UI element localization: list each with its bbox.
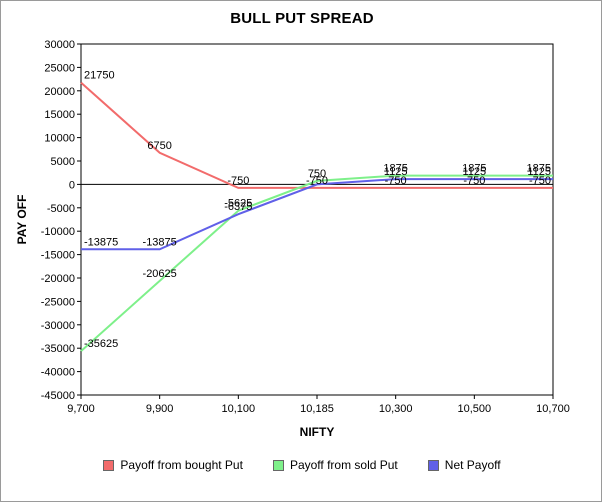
y-tick-label: 30000: [44, 39, 75, 51]
y-tick-label: 10000: [44, 133, 75, 145]
y-tick-label: 20000: [44, 86, 75, 98]
data-label: 1875: [527, 163, 551, 175]
y-tick-label: 0: [69, 179, 75, 191]
x-tick-label: 10,300: [379, 403, 413, 415]
data-label: 1125: [527, 166, 551, 178]
series-line-3: [81, 178, 553, 251]
data-label: -750: [227, 175, 249, 187]
data-label: -35625: [84, 338, 118, 350]
y-tick-label: -20000: [41, 273, 75, 285]
legend-item-3: Net Payoff: [427, 458, 501, 472]
y-tick-label: -45000: [41, 390, 75, 402]
data-label: -5625: [224, 198, 252, 210]
y-tick-label: -15000: [41, 250, 75, 262]
chart-title: BULL PUT SPREAD: [230, 10, 374, 27]
x-tick-label: 10,700: [536, 403, 570, 415]
y-tick-label: 15000: [44, 109, 75, 121]
y-tick-label: 5000: [51, 156, 75, 168]
data-label: 21750: [84, 70, 115, 82]
legend-swatch: [103, 459, 115, 471]
data-label: -6375: [224, 201, 252, 213]
x-tick-label: 10,100: [222, 403, 256, 415]
legend-label: Net Payoff: [444, 458, 501, 472]
legend: Payoff from bought Put Payoff from sold P…: [0, 458, 604, 472]
data-label: 750: [308, 168, 326, 180]
legend-label: Payoff from bought Put: [120, 458, 243, 472]
data-label: -750: [463, 175, 485, 187]
y-tick-label: -25000: [41, 296, 75, 308]
y-tick-label: -30000: [41, 320, 75, 332]
series-line-2: [80, 174, 553, 352]
data-label: -13875: [143, 236, 177, 248]
y-tick-label: -5000: [47, 203, 75, 215]
series-line-1: [80, 81, 553, 189]
y-tick-label: -35000: [41, 343, 75, 355]
plot-area: [80, 43, 554, 396]
y-tick-label: -10000: [41, 226, 75, 238]
x-tick-label: 10,185: [300, 403, 334, 415]
y-tick-label: -40000: [41, 367, 75, 379]
data-label: 1875: [383, 163, 407, 175]
y-axis-title: PAY OFF: [15, 195, 29, 245]
data-label: 1125: [384, 166, 408, 178]
legend-item-2: Payoff from sold Put: [272, 458, 398, 472]
data-label: -750: [385, 175, 407, 187]
data-label: 1875: [462, 163, 486, 175]
data-label: -13875: [84, 236, 118, 248]
y-tick-label: 25000: [44, 62, 75, 74]
legend-item-1: Payoff from bought Put: [103, 458, 243, 472]
x-tick-label: 9,700: [67, 403, 95, 415]
x-tick-label: 10,500: [458, 403, 492, 415]
x-axis-title: NIFTY: [300, 425, 335, 439]
legend-swatch: [272, 459, 284, 471]
x-tick-label: 9,900: [146, 403, 174, 415]
data-label: 6750: [147, 140, 171, 152]
data-label: -20625: [143, 268, 177, 280]
legend-label: Payoff from sold Put: [289, 458, 398, 472]
legend-swatch: [427, 459, 439, 471]
data-label: 1125: [463, 166, 487, 178]
data-label: -750: [529, 175, 551, 187]
data-label: -750: [306, 175, 328, 187]
